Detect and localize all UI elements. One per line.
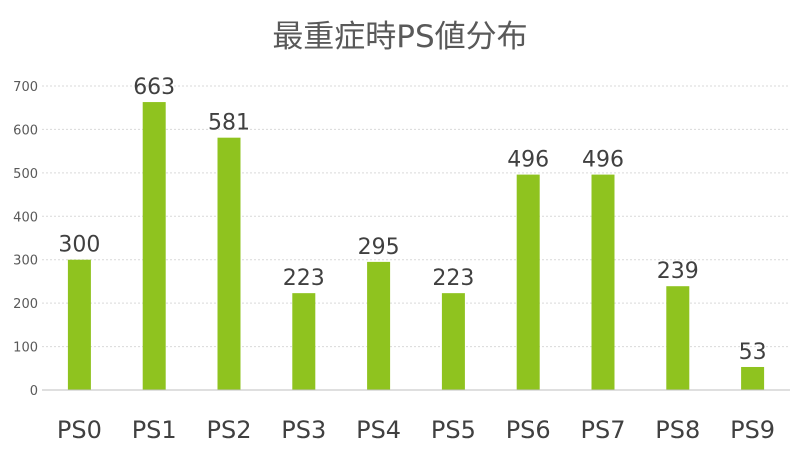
bar bbox=[142, 102, 166, 390]
x-tick-label: PS0 bbox=[57, 416, 102, 444]
x-tick-label: PS2 bbox=[207, 416, 252, 444]
y-axis-tick-labels: 0 100 200 300 400 500 600 700 bbox=[13, 80, 38, 399]
bar bbox=[516, 174, 540, 390]
y-tick-label: 0 bbox=[30, 384, 38, 399]
data-label: 581 bbox=[208, 111, 250, 136]
data-label: 223 bbox=[432, 266, 474, 291]
x-tick-label: PS3 bbox=[281, 416, 326, 444]
data-label: 223 bbox=[283, 266, 325, 291]
bar bbox=[292, 293, 316, 390]
data-label: 300 bbox=[58, 233, 100, 258]
data-label: 295 bbox=[358, 235, 400, 260]
data-label: 496 bbox=[507, 148, 549, 173]
data-label: 239 bbox=[657, 259, 699, 284]
y-tick-label: 200 bbox=[13, 297, 38, 312]
bar bbox=[217, 137, 241, 390]
bar bbox=[367, 261, 391, 390]
bar bbox=[441, 293, 465, 390]
bar bbox=[666, 286, 690, 390]
x-tick-label: PS4 bbox=[356, 416, 401, 444]
data-label: 496 bbox=[582, 148, 624, 173]
y-tick-label: 400 bbox=[13, 210, 38, 225]
y-tick-label: 100 bbox=[13, 341, 38, 356]
x-axis-tick-labels: PS0 PS1 PS2 PS3 PS4 PS5 PS6 PS7 PS8 PS9 bbox=[57, 416, 775, 444]
data-labels: 300 663 581 223 295 223 496 496 239 53 bbox=[58, 75, 766, 365]
x-tick-label: PS6 bbox=[506, 416, 551, 444]
x-tick-label: PS7 bbox=[581, 416, 626, 444]
y-tick-label: 600 bbox=[13, 123, 38, 138]
chart-title: 最重症時PS値分布 bbox=[272, 19, 527, 55]
bars bbox=[67, 102, 765, 390]
bar bbox=[591, 174, 615, 390]
bar bbox=[67, 259, 91, 390]
y-tick-label: 500 bbox=[13, 167, 38, 182]
x-tick-label: PS8 bbox=[655, 416, 700, 444]
y-tick-label: 700 bbox=[13, 80, 38, 95]
x-tick-label: PS9 bbox=[730, 416, 775, 444]
gridlines bbox=[42, 85, 790, 348]
y-tick-label: 300 bbox=[13, 254, 38, 269]
data-label: 53 bbox=[739, 340, 767, 365]
x-tick-label: PS5 bbox=[431, 416, 476, 444]
data-label: 663 bbox=[133, 75, 175, 100]
bar bbox=[741, 366, 765, 390]
x-tick-label: PS1 bbox=[132, 416, 177, 444]
